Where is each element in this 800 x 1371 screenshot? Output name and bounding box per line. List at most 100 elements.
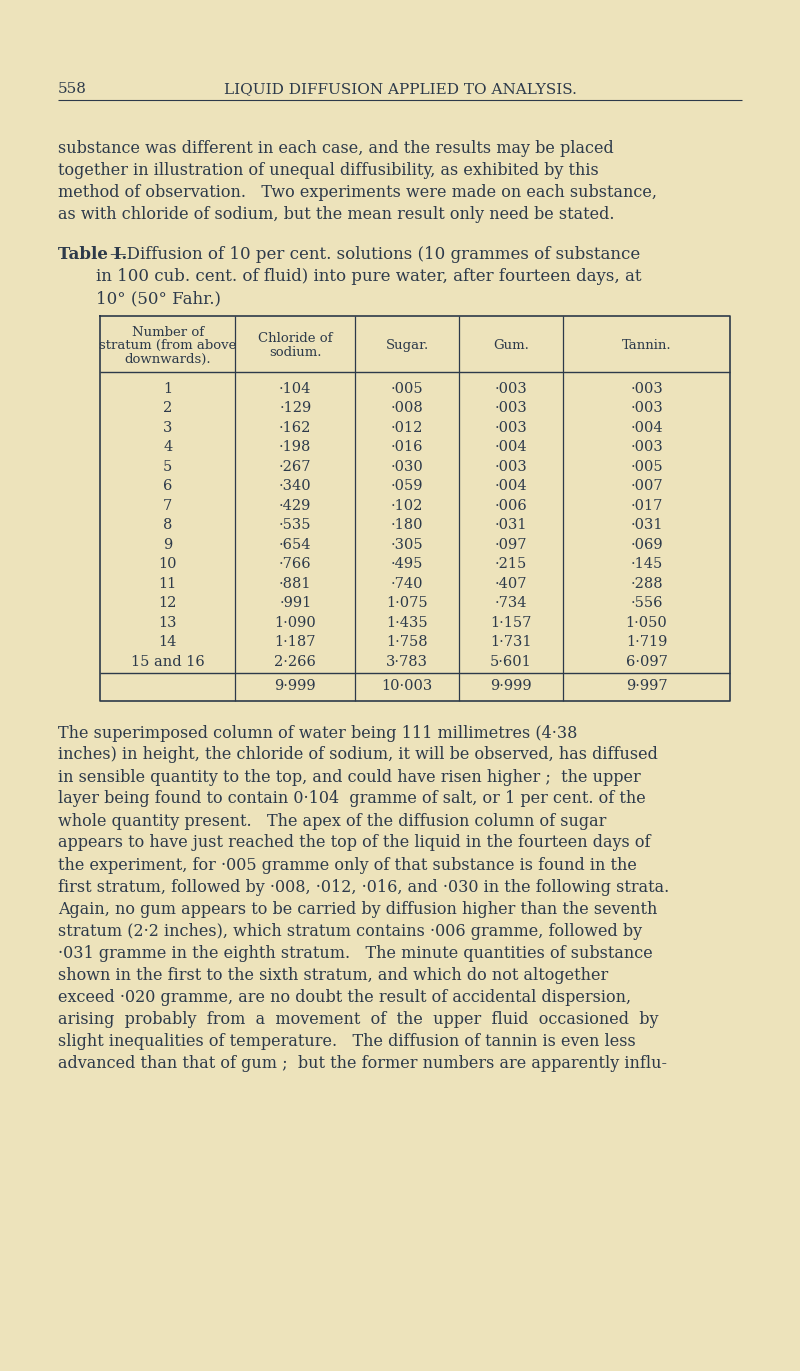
Text: sodium.: sodium. [269,345,322,359]
Text: ·881: ·881 [279,577,311,591]
Text: appears to have just reached the top of the liquid in the fourteen days of: appears to have just reached the top of … [58,835,650,851]
Text: ·003: ·003 [630,381,663,396]
Text: first stratum, followed by ·008, ·012, ·016, and ·030 in the following strata.: first stratum, followed by ·008, ·012, ·… [58,879,670,895]
Text: 12: 12 [158,596,177,610]
Text: 9·997: 9·997 [626,679,667,692]
Text: 1·050: 1·050 [626,616,667,629]
Text: ·012: ·012 [391,421,423,435]
Text: ·129: ·129 [279,402,311,415]
Text: ·003: ·003 [494,459,527,474]
Text: ·556: ·556 [630,596,662,610]
Text: ·215: ·215 [495,557,527,572]
Text: ·495: ·495 [391,557,423,572]
Text: ·005: ·005 [391,381,423,396]
Text: ·305: ·305 [391,537,423,551]
Text: ·198: ·198 [279,440,311,454]
Text: ·007: ·007 [630,480,663,494]
Text: 2: 2 [163,402,172,415]
Text: substance was different in each case, and the results may be placed: substance was different in each case, an… [58,140,614,158]
Text: ·535: ·535 [279,518,311,532]
Text: 1·719: 1·719 [626,635,667,650]
Text: ·340: ·340 [279,480,312,494]
Text: ·030: ·030 [390,459,423,474]
Text: ·031: ·031 [630,518,662,532]
Text: 9·999: 9·999 [490,679,532,692]
Text: ·059: ·059 [391,480,423,494]
Text: ·104: ·104 [279,381,311,396]
Text: ·162: ·162 [279,421,311,435]
Text: 1·075: 1·075 [386,596,428,610]
Text: in sensible quantity to the top, and could have risen higher ;  the upper: in sensible quantity to the top, and cou… [58,769,641,786]
Text: 558: 558 [58,82,87,96]
Text: 15 and 16: 15 and 16 [131,655,205,669]
Text: as with chloride of sodium, but the mean result only need be stated.: as with chloride of sodium, but the mean… [58,206,614,223]
Text: 1·187: 1·187 [274,635,316,650]
Text: ·267: ·267 [279,459,311,474]
Text: Number of: Number of [132,326,204,339]
Text: 11: 11 [158,577,177,591]
Text: whole quantity present.   The apex of the diffusion column of sugar: whole quantity present. The apex of the … [58,813,606,829]
Text: Table I.: Table I. [58,245,127,263]
Text: ·003: ·003 [494,402,527,415]
Text: 7: 7 [163,499,172,513]
Text: 2·266: 2·266 [274,655,316,669]
Text: ·003: ·003 [494,381,527,396]
Text: together in illustration of unequal diffusibility, as exhibited by this: together in illustration of unequal diff… [58,162,598,180]
Text: 10·003: 10·003 [382,679,433,692]
Text: —Diffusion of 10 per cent. solutions (10 grammes of substance: —Diffusion of 10 per cent. solutions (10… [110,245,640,263]
Text: ·003: ·003 [630,402,663,415]
Text: in 100 cub. cent. of fluid) into pure water, after fourteen days, at: in 100 cub. cent. of fluid) into pure wa… [96,267,642,285]
Text: 8: 8 [163,518,173,532]
Text: ·069: ·069 [630,537,663,551]
Text: ·734: ·734 [495,596,527,610]
Text: advanced than that of gum ;  but the former numbers are apparently influ-: advanced than that of gum ; but the form… [58,1054,667,1072]
Text: ·429: ·429 [279,499,311,513]
Text: 9·999: 9·999 [274,679,316,692]
Text: 1·758: 1·758 [386,635,428,650]
Text: 13: 13 [158,616,177,629]
Text: ·004: ·004 [494,440,527,454]
Text: ·654: ·654 [279,537,311,551]
Text: ·016: ·016 [391,440,423,454]
Text: stratum (from above: stratum (from above [99,339,237,352]
Text: Again, no gum appears to be carried by diffusion higher than the seventh: Again, no gum appears to be carried by d… [58,901,658,917]
Text: ·991: ·991 [279,596,311,610]
Text: ·004: ·004 [494,480,527,494]
Text: ·031: ·031 [495,518,527,532]
Text: 1·731: 1·731 [490,635,532,650]
Text: inches) in height, the chloride of sodium, it will be observed, has diffused: inches) in height, the chloride of sodiu… [58,746,658,764]
Text: 3·783: 3·783 [386,655,428,669]
Text: method of observation.   Two experiments were made on each substance,: method of observation. Two experiments w… [58,184,657,202]
Text: exceed ·020 gramme, are no doubt the result of accidental dispersion,: exceed ·020 gramme, are no doubt the res… [58,988,631,1005]
Text: ·145: ·145 [630,557,662,572]
Text: 6: 6 [163,480,173,494]
Text: ·004: ·004 [630,421,663,435]
Text: 1·157: 1·157 [490,616,532,629]
Text: layer being found to contain 0·104  gramme of salt, or 1 per cent. of the: layer being found to contain 0·104 gramm… [58,791,646,808]
Text: 1·090: 1·090 [274,616,316,629]
Text: The superimposed column of water being 111 millimetres (4·38: The superimposed column of water being 1… [58,724,578,742]
Text: LIQUID DIFFUSION APPLIED TO ANALYSIS.: LIQUID DIFFUSION APPLIED TO ANALYSIS. [223,82,577,96]
Text: ·766: ·766 [279,557,312,572]
Text: 5: 5 [163,459,172,474]
Text: ·008: ·008 [390,402,423,415]
Text: 9: 9 [163,537,172,551]
Text: 3: 3 [163,421,173,435]
Text: Gum.: Gum. [493,339,529,352]
Text: ·740: ·740 [391,577,423,591]
Text: ·102: ·102 [391,499,423,513]
Text: ·180: ·180 [391,518,423,532]
Text: ·005: ·005 [630,459,663,474]
Text: ·031 gramme in the eighth stratum.   The minute quantities of substance: ·031 gramme in the eighth stratum. The m… [58,945,653,961]
Text: the experiment, for ·005 gramme only of that substance is found in the: the experiment, for ·005 gramme only of … [58,857,637,873]
Text: Tannin.: Tannin. [622,339,671,352]
Text: downwards).: downwards). [125,352,211,366]
Text: 10° (50° Fahr.): 10° (50° Fahr.) [96,291,221,307]
Text: 1: 1 [163,381,172,396]
Text: ·288: ·288 [630,577,663,591]
Text: ·407: ·407 [495,577,527,591]
Text: slight inequalities of temperature.   The diffusion of tannin is even less: slight inequalities of temperature. The … [58,1032,636,1049]
Text: ·003: ·003 [494,421,527,435]
Text: ·017: ·017 [630,499,662,513]
Text: 6·097: 6·097 [626,655,667,669]
